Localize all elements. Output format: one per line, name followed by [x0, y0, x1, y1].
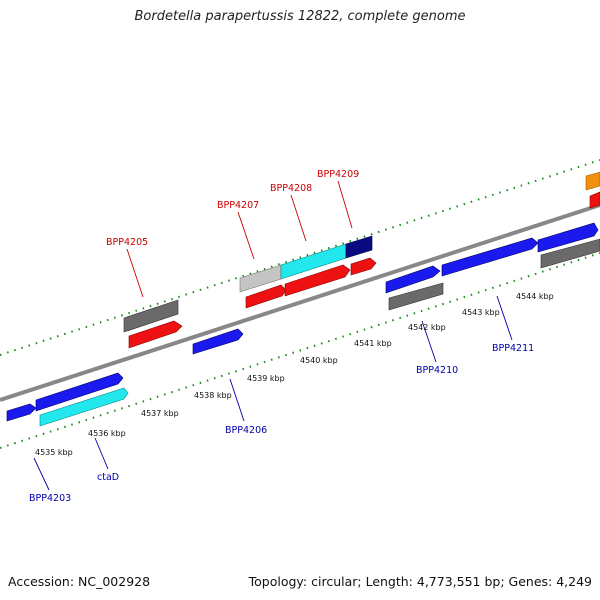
genome-backbone: [0, 203, 600, 402]
kbp-scale: 4535 kbp 4536 kbp 4537 kbp 4538 kbp 4539…: [35, 292, 554, 457]
gene-right-blue[interactable]: [537, 222, 600, 269]
gene-bpp4209-body[interactable]: [345, 235, 377, 276]
gene-label-bpp4210[interactable]: BPP4210: [416, 365, 458, 376]
accession-text: Accession: NC_002928: [8, 574, 151, 589]
leader-lines: [33, 180, 513, 491]
kbp-label-4537: 4537 kbp: [141, 409, 179, 418]
map-title: Bordetella parapertussis 12822, complete…: [134, 9, 466, 24]
kbp-label-4538: 4538 kbp: [194, 391, 232, 400]
kbp-label-4543: 4543 kbp: [462, 308, 500, 317]
gene-label-bpp4203[interactable]: BPP4203: [29, 493, 71, 504]
gene-bpp4211-body[interactable]: [441, 237, 539, 277]
gene-bpp4210-body[interactable]: [385, 265, 444, 311]
kbp-label-4536: 4536 kbp: [88, 429, 126, 438]
kbp-label-4535: 4535 kbp: [35, 448, 73, 457]
gene-bpp4205-body[interactable]: [123, 299, 183, 349]
kbp-label-4542: 4542 kbp: [408, 323, 446, 332]
gene-label-bpp4205[interactable]: BPP4205: [106, 237, 148, 248]
kbp-label-4541: 4541 kbp: [354, 339, 392, 348]
gene-label-bpp4206[interactable]: BPP4206: [225, 425, 267, 436]
gene-labels-top: BPP4205 BPP4207 BPP4208 BPP4209: [106, 169, 359, 248]
gene-upper-right-orange[interactable]: [585, 171, 600, 209]
gene-label-ctad[interactable]: ctaD: [97, 472, 119, 483]
gene-label-bpp4211[interactable]: BPP4211: [492, 343, 534, 354]
gene-bpp4206-body[interactable]: [192, 328, 244, 355]
tick-track-upper: [0, 159, 600, 356]
gene-ctad-body[interactable]: [35, 372, 129, 427]
gene-bpp4207-body[interactable]: [239, 264, 287, 309]
kbp-label-4544: 4544 kbp: [516, 292, 554, 301]
gene-bpp4203-body[interactable]: [6, 403, 37, 422]
gene-label-bpp4207[interactable]: BPP4207: [217, 200, 259, 211]
kbp-label-4540: 4540 kbp: [300, 356, 338, 365]
gene-label-bpp4208[interactable]: BPP4208: [270, 183, 312, 194]
gene-label-bpp4209[interactable]: BPP4209: [317, 169, 359, 180]
tick-track-lower: [0, 252, 600, 449]
kbp-label-4539: 4539 kbp: [247, 374, 285, 383]
gene-labels-bottom: BPP4203 ctaD BPP4206 BPP4210 BPP4211: [29, 343, 534, 504]
genome-summary-text: Topology: circular; Length: 4,773,551 bp…: [248, 574, 592, 589]
